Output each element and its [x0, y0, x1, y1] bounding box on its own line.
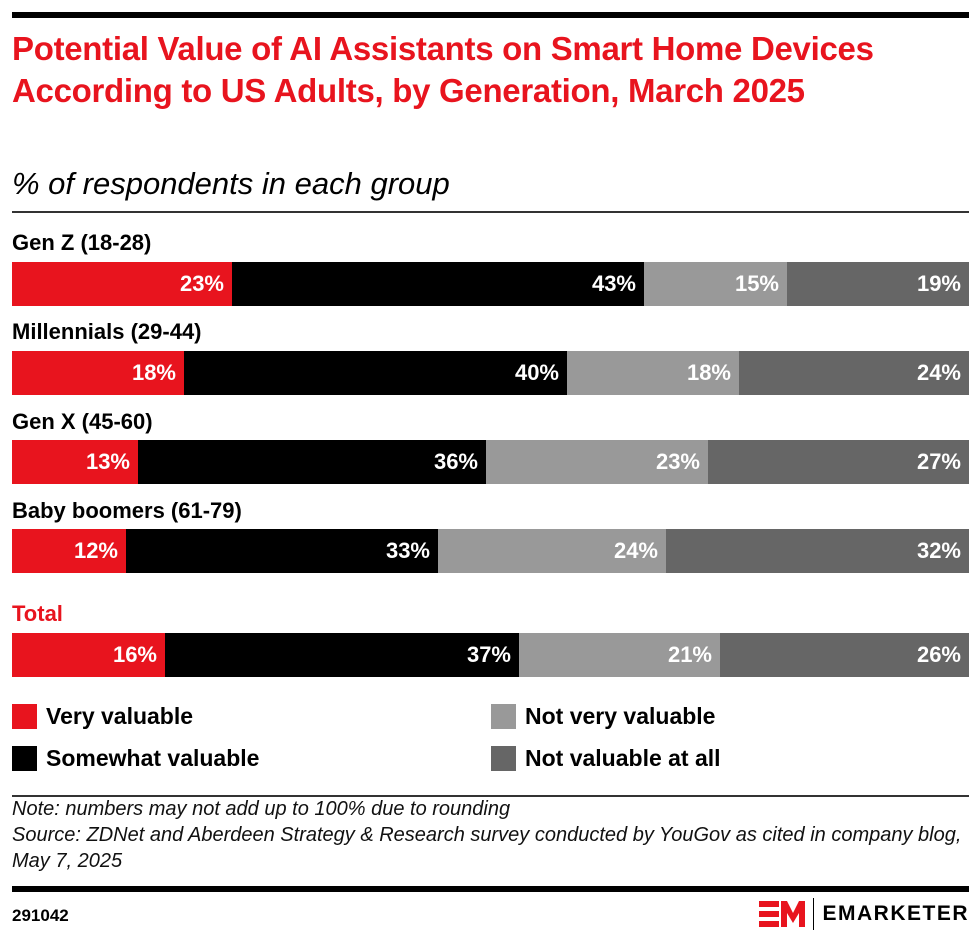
- bar-segment: 12%: [12, 529, 126, 573]
- bar-segment: 43%: [232, 262, 644, 306]
- bar-segment: 18%: [12, 351, 184, 395]
- bar-segment: 18%: [567, 351, 739, 395]
- data-label: 32%: [916, 538, 961, 563]
- data-label: 24%: [613, 538, 658, 563]
- bar-segment: 27%: [708, 440, 969, 484]
- bar-segment: 26%: [720, 633, 969, 677]
- bar-segment: 23%: [12, 262, 232, 306]
- data-label: 33%: [385, 538, 430, 563]
- bar-row: 16% 37% 21% 26%: [12, 633, 969, 677]
- legend-swatch: [12, 746, 37, 771]
- data-label: 21%: [667, 642, 712, 667]
- bar-segment: 40%: [184, 351, 567, 395]
- category-label: Gen Z (18-28): [12, 230, 152, 255]
- legend-item: Not very valuable: [491, 703, 715, 730]
- legend-item: Very valuable: [12, 703, 193, 730]
- legend-item: Not valuable at all: [491, 745, 721, 772]
- bar-segment: 19%: [787, 262, 969, 306]
- bar-segment: 37%: [165, 633, 519, 677]
- legend-label: Very valuable: [46, 703, 194, 729]
- bar-segment: 13%: [12, 440, 138, 484]
- data-label: 23%: [655, 449, 700, 474]
- logo-separator: [813, 898, 815, 930]
- legend-item: Somewhat valuable: [12, 745, 259, 772]
- bar-row: 23% 43% 15% 19%: [12, 262, 969, 306]
- note-text: Note: numbers may not add up to 100% due…: [12, 798, 511, 820]
- category-label: Total: [12, 601, 63, 626]
- data-label: 37%: [466, 642, 511, 667]
- data-label: 18%: [686, 360, 731, 385]
- data-label: 40%: [514, 360, 559, 385]
- footer-divider: [12, 795, 969, 797]
- bottom-rule: [12, 886, 969, 892]
- data-label: 36%: [433, 449, 478, 474]
- data-label: 23%: [179, 271, 224, 296]
- source-text: Source: ZDNet and Aberdeen Strategy & Re…: [12, 824, 962, 872]
- data-label: 27%: [916, 449, 961, 474]
- legend-swatch: [491, 746, 516, 771]
- bar-segment: 16%: [12, 633, 165, 677]
- category-label: Baby boomers (61-79): [12, 498, 242, 523]
- data-label: 15%: [734, 271, 779, 296]
- data-label: 18%: [131, 360, 176, 385]
- data-label: 26%: [916, 642, 961, 667]
- data-label: 43%: [591, 271, 636, 296]
- chart-subtitle: % of respondents in each group: [12, 166, 450, 201]
- bar-row: 18% 40% 18% 24%: [12, 351, 969, 395]
- chart-title: Potential Value of AI Assistants on Smar…: [12, 30, 874, 109]
- em-logo-icon: [759, 901, 806, 927]
- bar-segment: 24%: [739, 351, 969, 395]
- data-label: 19%: [916, 271, 961, 296]
- data-label: 12%: [73, 538, 118, 563]
- category-label: Gen X (45-60): [12, 409, 153, 434]
- footnote: Note: numbers may not add up to 100% due…: [12, 796, 962, 874]
- data-label: 13%: [85, 449, 130, 474]
- bar-segment: 15%: [644, 262, 787, 306]
- top-rule: [12, 12, 969, 18]
- bar-row: 12% 33% 24% 32%: [12, 529, 969, 573]
- legend-swatch: [12, 704, 37, 729]
- bar-segment: 32%: [666, 529, 969, 573]
- bar-segment: 21%: [519, 633, 720, 677]
- bar-segment: 33%: [126, 529, 438, 573]
- data-label: 24%: [916, 360, 961, 385]
- brand-name: EMARKETER: [822, 902, 969, 925]
- header-divider: [12, 211, 969, 213]
- bar-segment: 23%: [486, 440, 708, 484]
- legend-label: Not very valuable: [525, 703, 716, 729]
- legend-label: Not valuable at all: [525, 745, 721, 771]
- category-label: Millennials (29-44): [12, 319, 202, 344]
- legend-label: Somewhat valuable: [46, 745, 260, 771]
- bar-segment: 36%: [138, 440, 486, 484]
- legend-swatch: [491, 704, 516, 729]
- emarketer-logo: EMARKETER: [759, 898, 969, 930]
- bar-row: 13% 36% 23% 27%: [12, 440, 969, 484]
- bar-segment: 24%: [438, 529, 666, 573]
- data-label: 16%: [112, 642, 157, 667]
- chart-id: 291042: [12, 906, 69, 925]
